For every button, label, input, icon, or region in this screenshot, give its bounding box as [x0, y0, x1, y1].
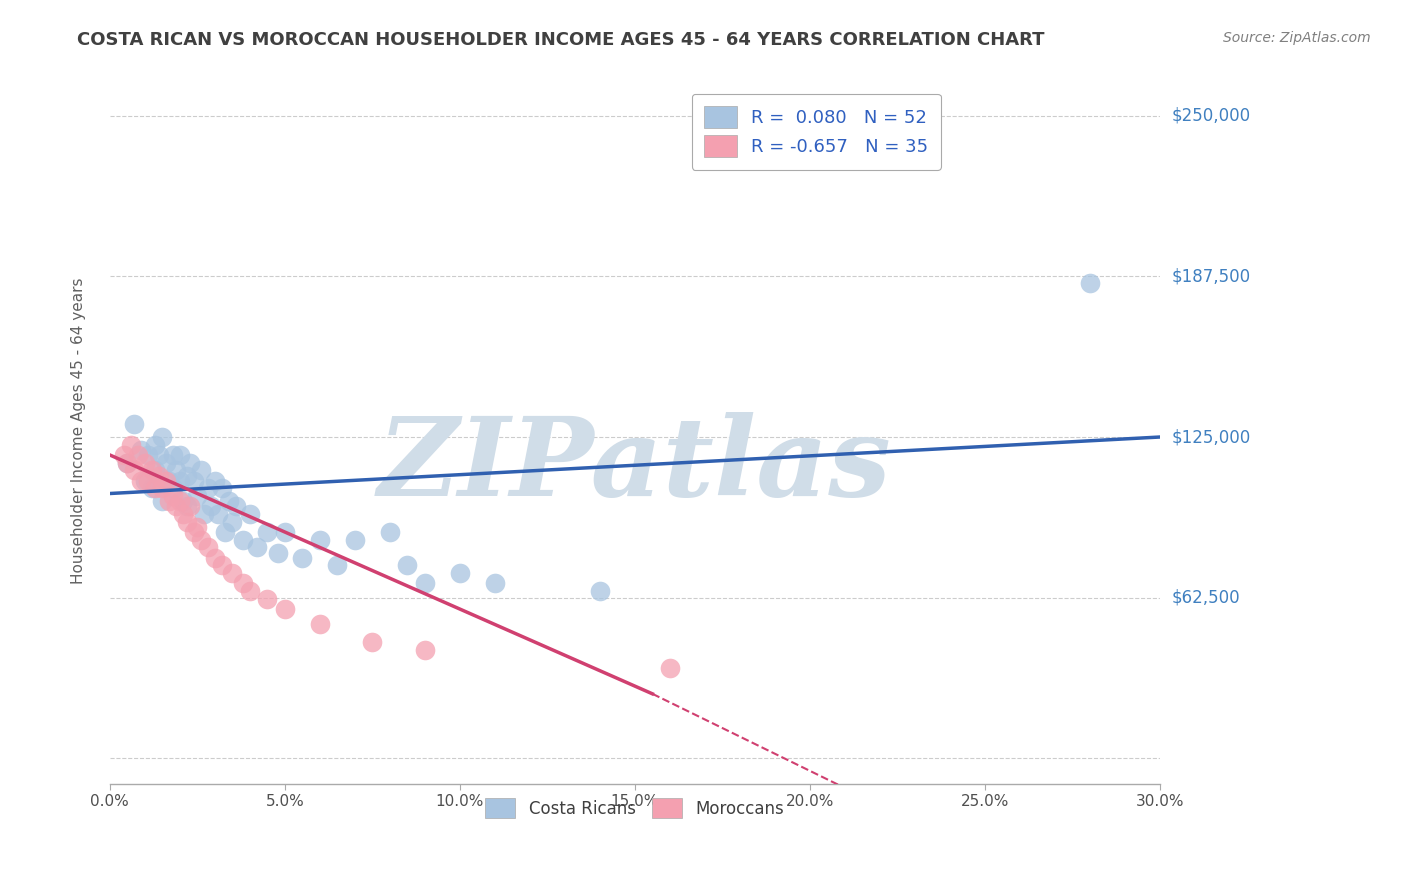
- Point: [190, 533, 212, 547]
- Point: [143, 482, 166, 496]
- Text: $62,500: $62,500: [1171, 589, 1240, 607]
- Point: [291, 550, 314, 565]
- Point: [589, 584, 612, 599]
- Text: Source: ZipAtlas.com: Source: ZipAtlas.com: [1223, 31, 1371, 45]
- Point: [204, 550, 226, 565]
- Legend: Costa Ricans, Moroccans: Costa Ricans, Moroccans: [478, 791, 792, 825]
- Text: $250,000: $250,000: [1171, 107, 1250, 125]
- Point: [239, 507, 262, 521]
- Point: [361, 635, 384, 649]
- Point: [117, 456, 139, 470]
- Y-axis label: Householder Income Ages 45 - 64 years: Householder Income Ages 45 - 64 years: [72, 277, 86, 584]
- Point: [211, 482, 233, 496]
- Point: [172, 494, 194, 508]
- Point: [134, 456, 156, 470]
- Point: [256, 591, 278, 606]
- Point: [413, 643, 436, 657]
- Point: [179, 500, 201, 514]
- Point: [396, 558, 419, 573]
- Point: [155, 456, 177, 470]
- Point: [165, 463, 187, 477]
- Point: [162, 482, 184, 496]
- Point: [150, 430, 173, 444]
- Point: [143, 438, 166, 452]
- Point: [193, 507, 215, 521]
- Point: [449, 566, 471, 581]
- Point: [141, 482, 163, 496]
- Point: [232, 576, 254, 591]
- Text: $125,000: $125,000: [1171, 428, 1250, 446]
- Point: [413, 576, 436, 591]
- Point: [120, 438, 142, 452]
- Point: [176, 468, 198, 483]
- Point: [150, 482, 173, 496]
- Point: [162, 448, 184, 462]
- Point: [239, 584, 262, 599]
- Point: [190, 463, 212, 477]
- Point: [148, 468, 170, 483]
- Point: [274, 602, 297, 616]
- Point: [343, 533, 366, 547]
- Point: [172, 507, 194, 521]
- Point: [150, 494, 173, 508]
- Point: [169, 448, 191, 462]
- Point: [117, 456, 139, 470]
- Point: [157, 474, 180, 488]
- Point: [186, 520, 208, 534]
- Point: [183, 474, 205, 488]
- Point: [484, 576, 506, 591]
- Point: [176, 500, 198, 514]
- Point: [246, 541, 269, 555]
- Point: [221, 566, 243, 581]
- Point: [134, 474, 156, 488]
- Point: [127, 448, 149, 462]
- Point: [197, 482, 219, 496]
- Point: [197, 541, 219, 555]
- Point: [186, 489, 208, 503]
- Point: [148, 448, 170, 462]
- Point: [221, 515, 243, 529]
- Point: [131, 474, 153, 488]
- Point: [138, 448, 160, 462]
- Point: [1078, 276, 1101, 290]
- Text: ZIPatlas: ZIPatlas: [378, 412, 891, 520]
- Text: $187,500: $187,500: [1171, 268, 1250, 285]
- Point: [232, 533, 254, 547]
- Point: [176, 515, 198, 529]
- Point: [204, 474, 226, 488]
- Point: [218, 494, 240, 508]
- Point: [267, 545, 290, 559]
- Point: [124, 463, 146, 477]
- Point: [112, 448, 135, 462]
- Point: [155, 474, 177, 488]
- Point: [131, 442, 153, 457]
- Point: [309, 533, 332, 547]
- Point: [124, 417, 146, 432]
- Point: [326, 558, 349, 573]
- Point: [256, 524, 278, 539]
- Point: [200, 500, 222, 514]
- Point: [169, 474, 191, 488]
- Point: [207, 507, 229, 521]
- Point: [165, 500, 187, 514]
- Point: [309, 617, 332, 632]
- Point: [274, 524, 297, 539]
- Point: [143, 463, 166, 477]
- Text: COSTA RICAN VS MOROCCAN HOUSEHOLDER INCOME AGES 45 - 64 YEARS CORRELATION CHART: COSTA RICAN VS MOROCCAN HOUSEHOLDER INCO…: [77, 31, 1045, 49]
- Point: [378, 524, 401, 539]
- Point: [658, 661, 681, 675]
- Point: [214, 524, 236, 539]
- Point: [141, 463, 163, 477]
- Point: [169, 494, 191, 508]
- Point: [157, 494, 180, 508]
- Point: [225, 500, 247, 514]
- Point: [211, 558, 233, 573]
- Point: [138, 474, 160, 488]
- Point: [183, 524, 205, 539]
- Point: [162, 489, 184, 503]
- Point: [179, 456, 201, 470]
